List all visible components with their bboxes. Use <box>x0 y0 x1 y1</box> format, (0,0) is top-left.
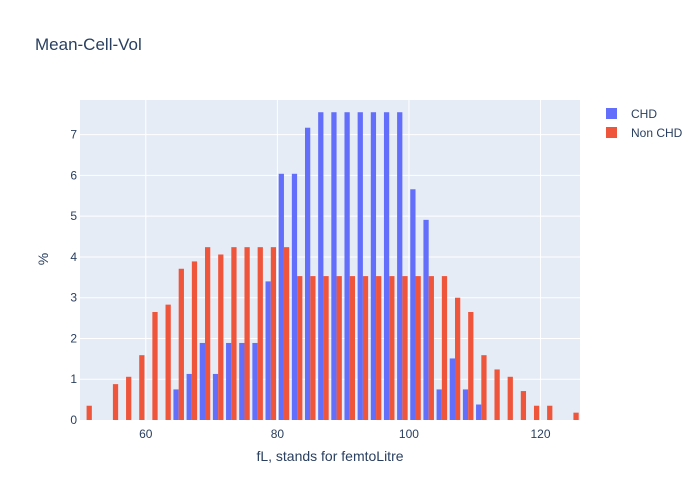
bar-chd[interactable] <box>199 342 205 420</box>
bar-chd[interactable] <box>462 389 469 420</box>
bar-chd[interactable] <box>357 112 363 420</box>
legend-label-non-chd[interactable]: Non CHD <box>631 126 683 140</box>
bar-non-chd[interactable] <box>126 376 132 420</box>
bar-non-chd[interactable] <box>112 384 119 420</box>
bar-chd[interactable] <box>476 404 482 420</box>
bar-non-chd[interactable] <box>362 276 369 420</box>
x-tick-label: 100 <box>399 427 419 441</box>
legend-label-chd[interactable]: CHD <box>631 107 657 121</box>
bar-non-chd[interactable] <box>428 276 434 420</box>
bar-non-chd[interactable] <box>205 247 211 420</box>
bar-non-chd[interactable] <box>507 376 513 420</box>
bars <box>86 112 579 421</box>
bar-non-chd[interactable] <box>336 276 342 420</box>
y-tick-label: 7 <box>70 128 77 142</box>
y-tick-label: 5 <box>70 209 77 223</box>
y-axis-label: % <box>35 253 51 265</box>
y-tick-label: 4 <box>70 250 77 264</box>
bar-chd[interactable] <box>383 112 390 420</box>
bar-chd[interactable] <box>186 373 192 420</box>
bar-non-chd[interactable] <box>402 276 408 420</box>
legend: CHD Non CHD <box>606 107 683 140</box>
bar-chd[interactable] <box>278 173 284 420</box>
bar-non-chd[interactable] <box>323 276 329 420</box>
chart-title: Mean-Cell-Vol <box>35 35 142 54</box>
bar-non-chd[interactable] <box>283 247 290 420</box>
bar-chd[interactable] <box>212 373 219 420</box>
x-tick-label: 80 <box>271 427 285 441</box>
bar-non-chd[interactable] <box>178 268 184 420</box>
bar-non-chd[interactable] <box>191 261 198 420</box>
x-tick-label: 120 <box>531 427 551 441</box>
bar-non-chd[interactable] <box>152 311 158 420</box>
bar-non-chd[interactable] <box>257 247 263 420</box>
bar-chd[interactable] <box>397 112 403 420</box>
bar-non-chd[interactable] <box>481 355 487 420</box>
bar-chd[interactable] <box>291 173 298 420</box>
y-tick-label: 6 <box>70 168 77 182</box>
bar-non-chd[interactable] <box>415 276 421 420</box>
bar-non-chd[interactable] <box>441 276 448 420</box>
bar-chd[interactable] <box>252 342 258 420</box>
bar-non-chd[interactable] <box>270 247 277 420</box>
gridlines <box>80 100 580 420</box>
bar-non-chd[interactable] <box>231 247 237 420</box>
legend-swatch-non-chd[interactable] <box>606 127 617 138</box>
bar-chd[interactable] <box>305 127 311 421</box>
bar-chd[interactable] <box>370 112 377 420</box>
bar-chd[interactable] <box>410 189 416 420</box>
x-axis-ticks: 60 80 100 120 <box>139 427 551 441</box>
x-tick-label: 60 <box>139 427 153 441</box>
bar-non-chd[interactable] <box>218 254 224 420</box>
bar-non-chd[interactable] <box>376 276 382 420</box>
bar-non-chd[interactable] <box>297 276 303 420</box>
bar-chd[interactable] <box>344 112 350 420</box>
bar-non-chd[interactable] <box>310 276 316 420</box>
bar-non-chd[interactable] <box>165 304 171 420</box>
bar-chd[interactable] <box>436 389 442 420</box>
bar-non-chd[interactable] <box>494 369 500 420</box>
y-axis-ticks: 0 1 2 3 4 5 6 7 <box>70 128 77 427</box>
bar-chd[interactable] <box>449 358 455 420</box>
bar-non-chd[interactable] <box>349 276 355 420</box>
bar-chd[interactable] <box>173 389 179 420</box>
x-axis-label: fL, stands for femtoLitre <box>256 448 403 464</box>
bar-non-chd[interactable] <box>520 391 527 420</box>
bar-non-chd[interactable] <box>139 355 145 420</box>
legend-swatch-chd[interactable] <box>606 108 617 119</box>
bar-non-chd[interactable] <box>533 405 540 420</box>
bar-non-chd[interactable] <box>389 276 395 420</box>
y-tick-label: 3 <box>70 291 77 305</box>
bar-non-chd[interactable] <box>468 311 474 420</box>
bar-non-chd[interactable] <box>547 405 553 420</box>
bar-chd[interactable] <box>239 342 245 420</box>
bar-chd[interactable] <box>423 219 429 420</box>
bar-chd[interactable] <box>226 342 232 420</box>
bar-non-chd[interactable] <box>86 405 92 420</box>
bar-non-chd[interactable] <box>455 297 461 420</box>
bar-chd[interactable] <box>265 281 271 420</box>
bar-non-chd[interactable] <box>244 247 250 420</box>
bar-non-chd[interactable] <box>573 412 579 420</box>
y-tick-label: 1 <box>70 372 77 386</box>
y-tick-label: 2 <box>70 331 77 345</box>
y-tick-label: 0 <box>70 413 77 427</box>
plot-area <box>80 100 580 420</box>
bar-chd[interactable] <box>318 112 324 420</box>
bar-chd[interactable] <box>331 112 337 420</box>
